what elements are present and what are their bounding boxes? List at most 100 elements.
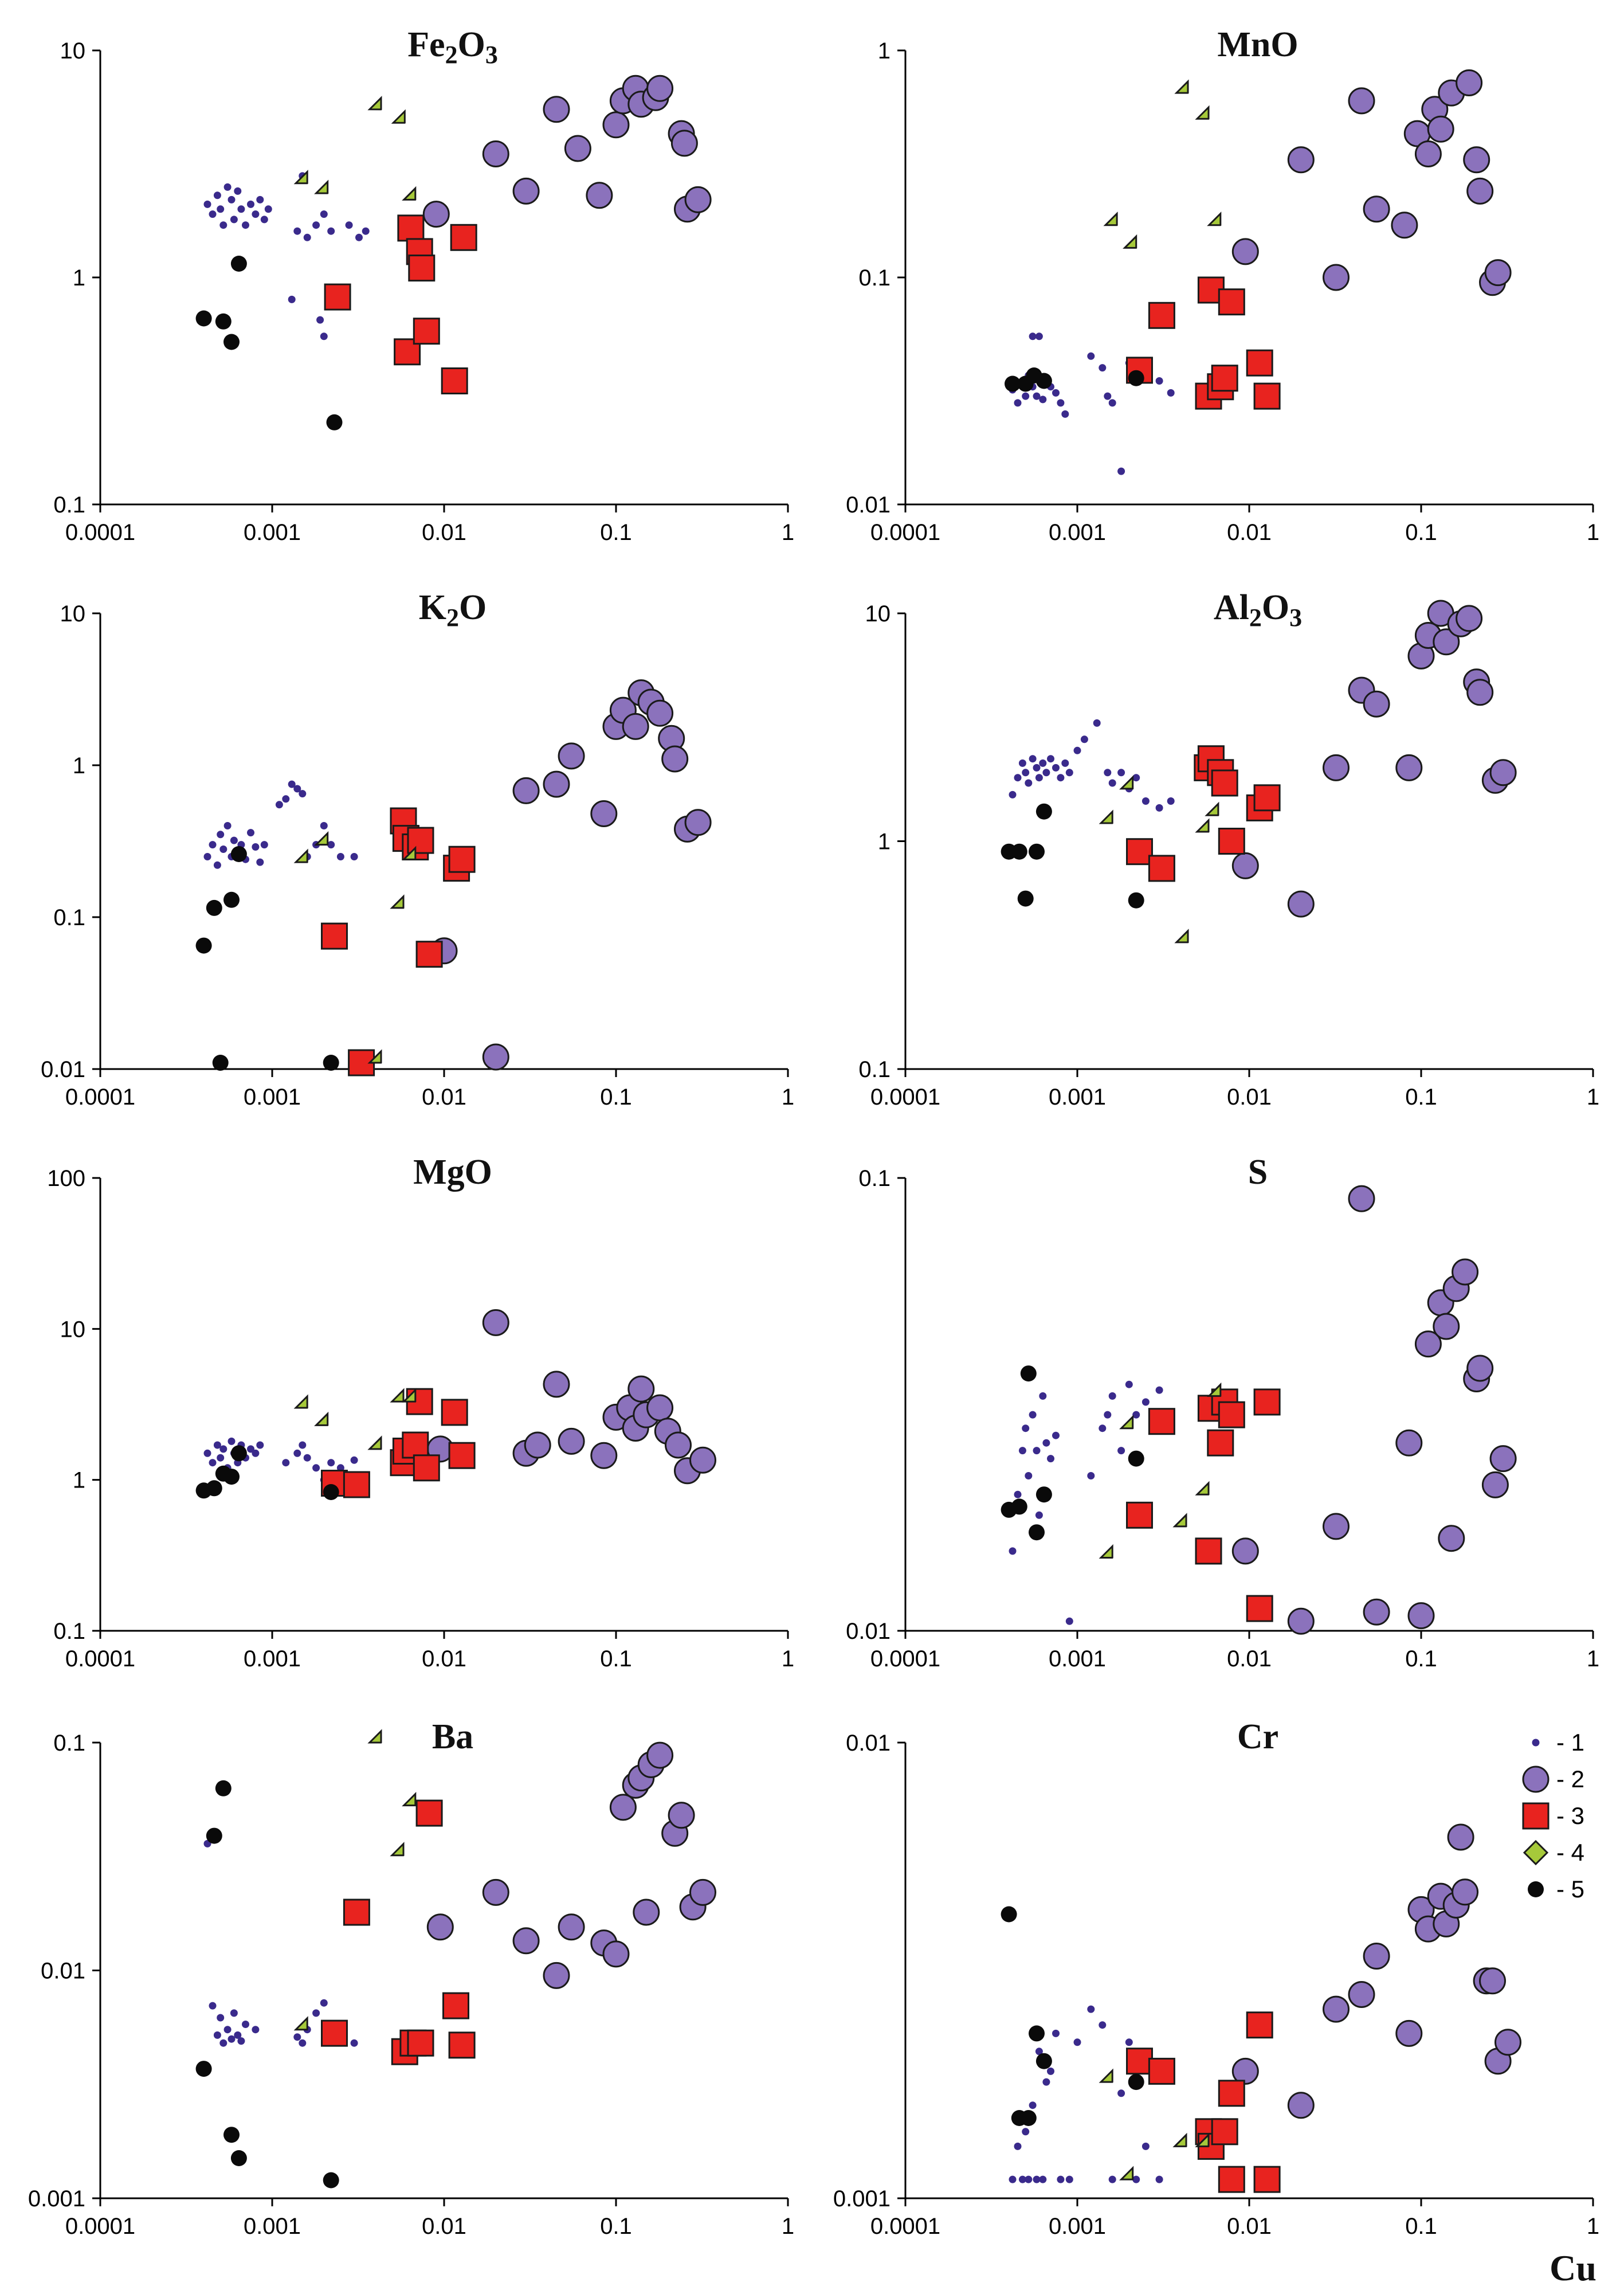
series-g2 xyxy=(1231,600,1517,918)
data-point-g1 xyxy=(1099,364,1107,372)
panel-title: MnO xyxy=(1217,25,1298,64)
data-point-g2 xyxy=(1489,759,1517,786)
panel-cr: 0.0001 0.001 0.01 0.1 1 0.001 0.01 Cr xyxy=(833,1717,1599,2239)
data-point-g1 xyxy=(1532,1739,1540,1747)
x-tick-label: 0.0001 xyxy=(870,2214,940,2239)
data-point-g5 xyxy=(206,1480,222,1497)
data-point-g4 xyxy=(314,1411,329,1426)
data-point-g3 xyxy=(1253,1388,1281,1416)
panel-title: S xyxy=(1248,1153,1268,1192)
series-g5 xyxy=(195,1445,339,1500)
data-point-g2 xyxy=(1231,2057,1259,2085)
data-point-g1 xyxy=(247,200,254,208)
data-point-g1 xyxy=(299,790,307,798)
data-point-g3 xyxy=(1218,2080,1245,2107)
data-point-g1 xyxy=(1061,759,1069,767)
data-point-g2 xyxy=(543,1371,570,1398)
data-point-g1 xyxy=(350,853,358,860)
data-point-g4 xyxy=(367,1729,382,1744)
data-point-g3 xyxy=(1246,1595,1273,1622)
y-tick-label: 0.001 xyxy=(833,2186,891,2211)
data-point-g1 xyxy=(1047,2067,1054,2075)
data-point-g2 xyxy=(1433,1313,1460,1340)
data-point-g1 xyxy=(1025,779,1033,787)
data-point-g4 xyxy=(402,845,417,860)
data-point-g1 xyxy=(1033,1447,1041,1455)
data-point-g1 xyxy=(1018,1447,1026,1455)
data-point-g2 xyxy=(590,1442,618,1469)
x-tick-label: 0.01 xyxy=(1227,2214,1272,2239)
data-point-g4 xyxy=(314,179,329,194)
data-point-g2 xyxy=(564,135,591,162)
data-point-g1 xyxy=(282,1459,290,1467)
data-point-g1 xyxy=(203,853,211,860)
data-point-g1 xyxy=(1167,389,1175,397)
data-point-g2 xyxy=(1323,1995,1350,2023)
data-point-g5 xyxy=(1029,843,1045,860)
y-tick-label: 10 xyxy=(60,1317,86,1342)
legend-label: - 1 xyxy=(1556,1729,1584,1756)
x-tick-label: 1 xyxy=(782,2214,794,2239)
panel-al2o3: 0.0001 0.001 0.01 0.1 1 0.1 1 10 Al2O3 xyxy=(858,588,1599,1110)
x-tick-label: 0.1 xyxy=(600,2214,632,2239)
data-point-g3 xyxy=(448,2031,476,2059)
y-tick-label: 0.001 xyxy=(28,2186,85,2211)
x-tick-label: 1 xyxy=(782,1646,794,1671)
data-point-g1 xyxy=(1125,2038,1133,2046)
data-point-g5 xyxy=(1035,1486,1052,1503)
x-tick-label: 0.0001 xyxy=(65,2214,135,2239)
data-point-g1 xyxy=(1093,719,1101,727)
data-point-g1 xyxy=(1141,2142,1150,2150)
data-point-g1 xyxy=(227,195,236,203)
data-point-g5 xyxy=(1001,1906,1017,1923)
data-point-g3 xyxy=(407,827,434,854)
data-point-g1 xyxy=(312,221,320,229)
panel-s: 0.0001 0.001 0.01 0.1 1 0.01 0.1 S xyxy=(846,1153,1599,1671)
data-point-g1 xyxy=(252,210,260,218)
data-point-g1 xyxy=(327,227,335,235)
data-point-g1 xyxy=(223,2026,232,2034)
data-point-g2 xyxy=(1414,140,1442,167)
data-point-g2 xyxy=(1427,115,1454,143)
series-g1 xyxy=(1009,332,1175,475)
data-point-g1 xyxy=(1065,769,1073,777)
data-point-g1 xyxy=(1141,797,1150,805)
data-point-g2 xyxy=(609,1794,637,1821)
data-point-g4 xyxy=(1207,212,1222,226)
data-point-g3 xyxy=(324,283,351,311)
data-point-g1 xyxy=(355,233,363,241)
data-point-g2 xyxy=(1452,1258,1479,1286)
data-point-g1 xyxy=(282,795,290,803)
series-g4 xyxy=(293,96,417,201)
data-point-g1 xyxy=(1099,1424,1107,1432)
data-point-g1 xyxy=(1057,2175,1065,2183)
data-point-g1 xyxy=(1047,1455,1054,1463)
x-tick-label: 0.0001 xyxy=(65,1085,135,1110)
data-point-g3 xyxy=(1253,784,1281,812)
data-point-g2 xyxy=(512,1927,540,1955)
y-tick-label: 0.1 xyxy=(53,905,85,930)
data-point-g1 xyxy=(1033,764,1041,772)
data-point-g1 xyxy=(1014,1490,1022,1498)
data-point-g3 xyxy=(1126,838,1153,866)
data-point-g5 xyxy=(1035,373,1052,389)
x-tick-label: 0.001 xyxy=(1049,1646,1106,1671)
data-point-g1 xyxy=(1087,352,1095,360)
x-tick-label: 0.001 xyxy=(244,2214,301,2239)
data-point-g1 xyxy=(1052,2029,1060,2037)
data-point-g3 xyxy=(1207,1429,1234,1457)
data-point-g1 xyxy=(213,191,221,199)
legend-label: - 4 xyxy=(1556,1839,1584,1866)
x-tick-label: 0.001 xyxy=(244,1085,301,1110)
data-point-g2 xyxy=(1287,2092,1315,2119)
y-tick-label: 10 xyxy=(865,601,891,627)
data-point-g2 xyxy=(689,1446,716,1474)
y-tick-label: 1 xyxy=(878,38,891,64)
data-point-g3 xyxy=(441,367,468,394)
data-point-g4 xyxy=(293,1394,308,1409)
data-point-g4 xyxy=(1172,1513,1187,1528)
data-point-g1 xyxy=(1132,1411,1140,1419)
data-point-g2 xyxy=(689,1878,716,1906)
y-tick-label: 0.01 xyxy=(846,1619,891,1644)
data-point-g2 xyxy=(1395,2019,1423,2047)
